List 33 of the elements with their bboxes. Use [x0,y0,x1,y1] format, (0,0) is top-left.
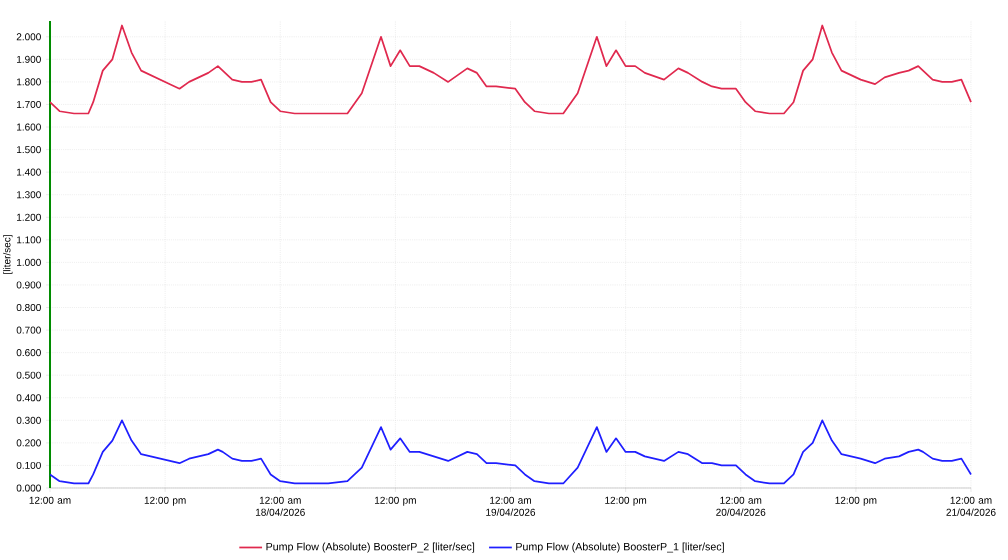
x-tick-label: 12:00 am [29,496,71,504]
y-tick-label: 0.700 [16,326,41,334]
y-tick-label: 0.600 [16,349,41,357]
y-tick-label: 1.700 [17,100,41,109]
y-tick-label: 1.400 [17,168,41,176]
y-tick-label: 1.300 [17,191,41,199]
y-tick-label: 2.000 [16,33,41,41]
x-tick-label: 12:00 pm [605,496,647,506]
legend-label: Pump Flow (Absolute) BoosterP_1 [liter/sec] [516,542,724,553]
y-tick-label: 1.900 [17,55,41,63]
legend-label: Pump Flow (Absolute) BoosterP_2 [liter/sec] [266,542,475,553]
y-tick-label: 0.000 [16,484,41,492]
y-tick-label: 1.100 [17,236,41,244]
y-tick-label: 0.400 [16,394,41,402]
x-tick-label: 12:00 am 21/04/2026 [946,496,996,516]
x-tick-label: 12:00 am 19/04/2026 [486,496,536,516]
y-tick-label: 1.500 [17,146,41,154]
y-axis-title: [liter/sec] [3,235,13,274]
y-tick-label: 0.800 [16,303,41,312]
x-tick-label: 12:00 am 20/04/2026 [716,496,766,516]
y-tick-label: 0.100 [16,461,41,469]
y-tick-label: 0.300 [16,416,41,424]
x-tick-label: 12:00 pm [144,496,186,506]
y-tick-label: 1.200 [17,213,41,221]
y-tick-label: 0.500 [16,371,41,379]
y-tick-label: 1.000 [17,258,41,266]
x-tick-label: 12:00 am 18/04/2026 [255,496,305,516]
x-tick-label: 12:00 pm [835,496,877,506]
x-tick-label: 12:00 pm [375,496,416,506]
y-tick-label: 1.600 [17,123,41,131]
y-tick-label: 1.800 [17,78,41,86]
y-tick-label: 0.900 [16,281,41,289]
y-tick-label: 0.200 [16,439,41,447]
